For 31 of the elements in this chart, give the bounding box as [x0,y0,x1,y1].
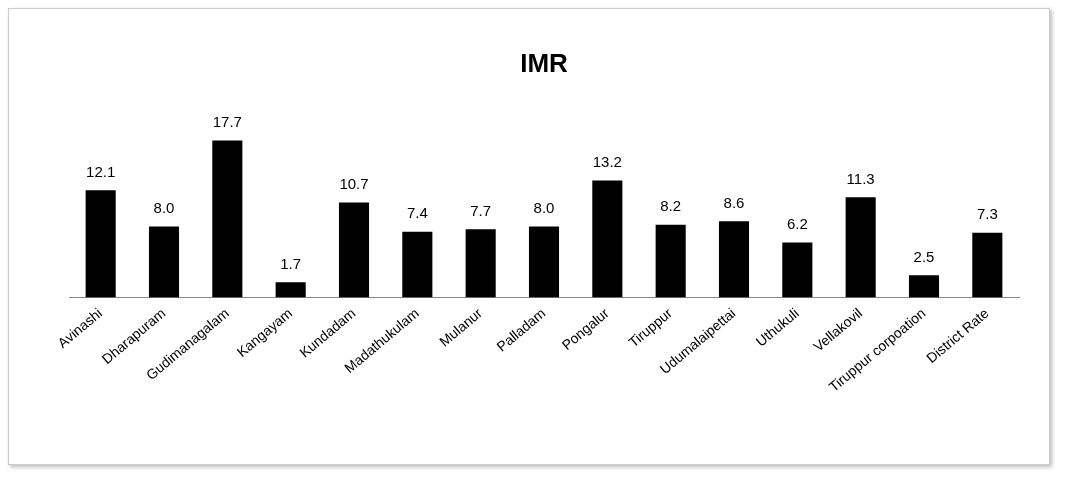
bar [465,229,496,298]
bar [655,224,686,298]
data-label: 10.7 [339,175,369,193]
bar [972,232,1003,298]
bar [718,221,750,298]
data-label: 12.1 [86,162,116,180]
bar [148,226,180,298]
chart-title: IMR [520,47,569,78]
bar [402,231,433,298]
data-label: 8.6 [723,193,745,211]
data-label: 2.5 [913,247,935,265]
data-label: 8.2 [660,197,682,215]
data-label: 7.3 [976,205,998,223]
bar [908,275,940,298]
data-label: 1.7 [280,255,302,273]
bar [275,282,306,298]
data-label: 13.2 [592,153,622,171]
data-label: 11.3 [846,169,875,187]
data-label: 6.2 [786,215,808,233]
bar [528,226,560,298]
bar [85,190,116,298]
data-label: 8.0 [153,199,175,217]
bar [592,180,623,298]
bar [212,140,243,298]
data-label: 7.7 [470,201,492,219]
bar [845,197,876,298]
bar [782,242,813,298]
data-label: 17.7 [212,113,242,131]
data-label: 8.0 [533,199,555,217]
data-label: 7.4 [406,204,428,222]
bar [338,202,370,298]
